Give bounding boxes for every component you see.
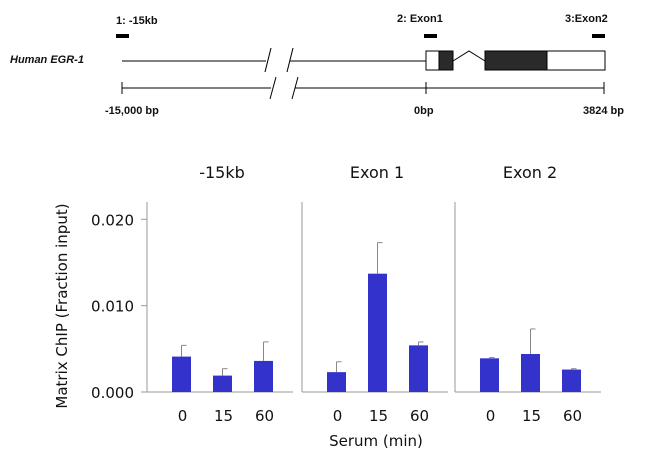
scale-label-left: -15,000 bp bbox=[105, 105, 159, 117]
x-tick-label: 0 bbox=[486, 407, 496, 425]
panel-3: Exon 2 0 15 60 bbox=[454, 163, 601, 425]
panel-title: -15kb bbox=[199, 163, 245, 182]
scale-label-right: 3824 bp bbox=[583, 105, 624, 117]
y-axis: 0.000 0.010 0.020 bbox=[91, 202, 148, 402]
bar bbox=[213, 375, 232, 392]
bar bbox=[562, 369, 581, 392]
panel-2: Exon 1 0 15 60 bbox=[301, 163, 448, 425]
scale-break-mark-2 bbox=[291, 76, 299, 100]
x-tick-label: 60 bbox=[410, 407, 429, 425]
x-tick-label: 60 bbox=[255, 407, 274, 425]
gene-break-mark-2 bbox=[286, 47, 294, 73]
x-tick-label: 15 bbox=[369, 407, 388, 425]
primer-label-1: 1: -15kb bbox=[116, 15, 158, 27]
primer-marker-2 bbox=[424, 34, 437, 38]
x-tick-label: 0 bbox=[178, 407, 188, 425]
primer-marker-1 bbox=[116, 34, 129, 38]
chart-panels: -15kb 0 15 60 Exon 1 0 15 60 Exon 2 0 15 60 bbox=[147, 163, 601, 425]
bar bbox=[521, 354, 540, 392]
exon1-utr bbox=[425, 50, 440, 71]
bar bbox=[480, 358, 499, 392]
x-tick-label: 60 bbox=[563, 407, 582, 425]
y-tick-label: 0.010 bbox=[91, 298, 134, 316]
x-axis-title: Serum (min) bbox=[329, 432, 423, 450]
y-tick-label: 0.020 bbox=[91, 211, 134, 229]
primer-marker-3 bbox=[592, 34, 605, 38]
panel-title: Exon 2 bbox=[503, 163, 557, 182]
y-axis-title: Matrix ChIP (Fraction input) bbox=[53, 203, 71, 408]
primer-label-3: 3:Exon2 bbox=[565, 13, 608, 25]
primer-label-2: 2: Exon1 bbox=[397, 13, 443, 25]
x-tick-label: 15 bbox=[214, 407, 233, 425]
gene-name: Human EGR-1 bbox=[10, 54, 84, 66]
exon1-coding bbox=[438, 50, 454, 71]
x-tick-label: 0 bbox=[333, 407, 343, 425]
intron bbox=[452, 50, 486, 62]
bar bbox=[254, 360, 273, 392]
bar bbox=[368, 273, 387, 392]
x-tick-label: 15 bbox=[522, 407, 541, 425]
exon2-utr bbox=[546, 50, 606, 71]
bar bbox=[409, 345, 428, 392]
panel-1: -15kb 0 15 60 bbox=[147, 163, 293, 425]
panel-title: Exon 1 bbox=[350, 163, 404, 182]
scale-label-mid: 0bp bbox=[414, 105, 434, 117]
bar bbox=[327, 372, 346, 392]
y-tick-label: 0.000 bbox=[91, 384, 134, 402]
bar bbox=[172, 356, 191, 392]
gene-break-mark-1 bbox=[264, 47, 272, 73]
exon2-coding bbox=[484, 50, 548, 71]
scale-break-mark-1 bbox=[269, 76, 277, 100]
gene-map: 1: -15kb 2: Exon1 3:Exon2 Human EGR-1 -1… bbox=[10, 13, 624, 117]
